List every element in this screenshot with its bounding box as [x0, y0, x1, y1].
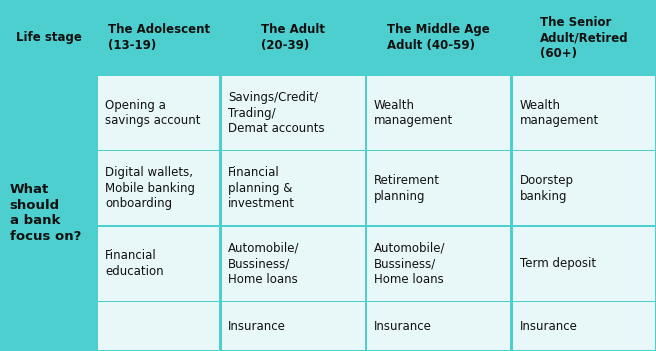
- Bar: [367, 151, 510, 225]
- Bar: [513, 151, 655, 225]
- Text: Insurance: Insurance: [228, 320, 286, 333]
- Bar: [367, 227, 510, 301]
- Text: Term deposit: Term deposit: [520, 257, 596, 270]
- Bar: [98, 1, 219, 75]
- Text: Financial
education: Financial education: [105, 250, 163, 278]
- Text: The Adult
(20-39): The Adult (20-39): [261, 24, 325, 52]
- Bar: [367, 1, 510, 75]
- Text: Insurance: Insurance: [520, 320, 577, 333]
- Bar: [513, 227, 655, 301]
- Bar: [222, 302, 365, 350]
- Text: Wealth
management: Wealth management: [520, 99, 599, 127]
- Text: Wealth
management: Wealth management: [374, 99, 453, 127]
- Bar: [98, 302, 219, 350]
- Bar: [513, 76, 655, 150]
- Text: Savings/Credit/
Trading/
Demat accounts: Savings/Credit/ Trading/ Demat accounts: [228, 91, 325, 135]
- Bar: [98, 151, 219, 225]
- Text: Automobile/
Bussiness/
Home loans: Automobile/ Bussiness/ Home loans: [228, 242, 300, 286]
- Bar: [367, 76, 510, 150]
- Bar: [222, 151, 365, 225]
- Text: Financial
planning &
investment: Financial planning & investment: [228, 166, 295, 210]
- Bar: [1, 76, 96, 350]
- Bar: [367, 302, 510, 350]
- Bar: [222, 1, 365, 75]
- Bar: [98, 227, 219, 301]
- Text: Digital wallets,
Mobile banking
onboarding: Digital wallets, Mobile banking onboardi…: [105, 166, 195, 210]
- Bar: [222, 76, 365, 150]
- Text: Opening a
savings account: Opening a savings account: [105, 99, 201, 127]
- Text: Automobile/
Bussiness/
Home loans: Automobile/ Bussiness/ Home loans: [374, 242, 445, 286]
- Text: Insurance: Insurance: [374, 320, 432, 333]
- Bar: [98, 76, 219, 150]
- Bar: [513, 1, 655, 75]
- Bar: [513, 302, 655, 350]
- Bar: [222, 227, 365, 301]
- Text: Life stage: Life stage: [16, 31, 81, 44]
- Text: Doorstep
banking: Doorstep banking: [520, 174, 573, 203]
- Text: What
should
a bank
focus on?: What should a bank focus on?: [10, 184, 81, 243]
- Text: The Middle Age
Adult (40-59): The Middle Age Adult (40-59): [388, 24, 490, 52]
- Text: The Senior
Adult/Retired
(60+): The Senior Adult/Retired (60+): [539, 16, 628, 60]
- Text: Retirement
planning: Retirement planning: [374, 174, 440, 203]
- Text: The Adolescent
(13-19): The Adolescent (13-19): [108, 24, 210, 52]
- Bar: [1, 1, 96, 75]
